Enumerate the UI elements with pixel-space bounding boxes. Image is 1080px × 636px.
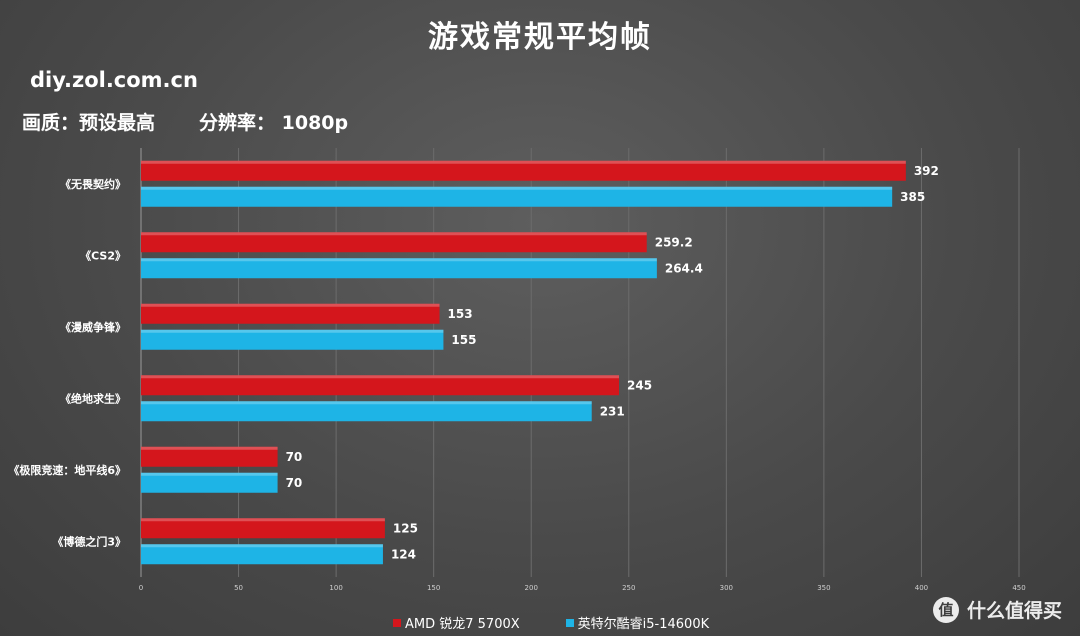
bar-amd [141,446,278,467]
value-label: 392 [914,164,939,178]
bar-amd [141,160,906,181]
bar-highlight [141,186,893,190]
legend-label-intel: 英特尔酷睿i5-14600K [577,617,710,632]
bar-amd [141,375,620,396]
value-label: 264.4 [665,261,703,275]
value-label: 153 [448,307,473,321]
bar-highlight [141,329,444,333]
x-tick-label: 100 [329,584,342,592]
legend-swatch-intel [565,618,574,627]
labels: 《无畏契约》 392 385 《CS2》 259.2 264.4 《漫威争锋》 153 155 《… [8,164,939,562]
bar-amd [141,518,385,539]
bar-highlight [141,303,440,307]
watermark: 值 什么值得买 [932,596,1062,623]
bar-highlight [141,401,592,405]
legend: AMD 锐龙7 5700X 英特尔酷睿i5-14600K [393,613,709,632]
bar-highlight [141,472,278,476]
legend-item-intel: 英特尔酷睿i5-14600K [565,613,710,632]
value-label: 125 [393,521,418,535]
value-label: 124 [391,547,416,561]
category-label: 《无畏契约》 [60,177,126,191]
grid-lines: 0 50 100 150 200 250 300 350 400 450 [139,148,1026,592]
value-label: 155 [451,333,476,347]
legend-swatch-amd [393,618,401,627]
quality-setting: 画质：预设最高 [22,112,156,134]
x-tick-label: 350 [817,584,830,592]
bar-intel [141,472,278,493]
bar-intel [141,329,444,350]
legend-item-amd: AMD 锐龙7 5700X [393,613,520,632]
bar-amd [141,303,440,324]
value-label: 385 [900,190,925,204]
bar-highlight [141,160,906,164]
legend-label-amd: AMD 锐龙7 5700X [405,617,520,632]
settings-line: 画质：预设最高 分辨率： 1080p [22,108,392,135]
category-label: 《漫威争锋》 [60,320,126,334]
bar-amd [141,232,647,253]
category-label: 《博德之门3》 [52,534,126,548]
x-tick-label: 150 [427,584,440,592]
x-tick-label: 300 [720,584,733,592]
bar-intel [141,186,893,207]
bar-highlight [141,544,383,548]
x-tick-label: 200 [525,584,538,592]
value-label: 70 [286,450,303,464]
watermark-text: 什么值得买 [966,600,1062,622]
smzdm-logo-icon: 值 [932,596,959,623]
chart-title: 游戏常规平均帧 [428,20,652,55]
bar-highlight [141,446,278,450]
x-tick-label: 400 [915,584,928,592]
value-label: 245 [627,378,652,392]
category-label: 《极限竞速：地平线6》 [8,463,126,477]
bar-intel [141,401,592,422]
bar-highlight [141,232,647,236]
bar-highlight [141,375,620,379]
site-url: diy.zol.com.cn [30,68,198,92]
bar-highlight [141,258,657,262]
x-tick-label: 450 [1012,584,1025,592]
category-label: 《CS2》 [80,249,126,262]
bar-intel [141,544,383,565]
x-tick-label: 50 [234,584,243,592]
bar-highlight [141,518,385,522]
bars [141,160,906,565]
value-label: 70 [286,476,303,490]
value-label: 231 [600,404,625,418]
x-tick-label: 0 [139,584,143,592]
resolution-setting: 分辨率： 1080p [199,112,349,134]
value-label: 259.2 [655,235,693,249]
x-tick-label: 250 [622,584,635,592]
bar-intel [141,258,657,279]
category-label: 《绝地求生》 [60,391,126,405]
